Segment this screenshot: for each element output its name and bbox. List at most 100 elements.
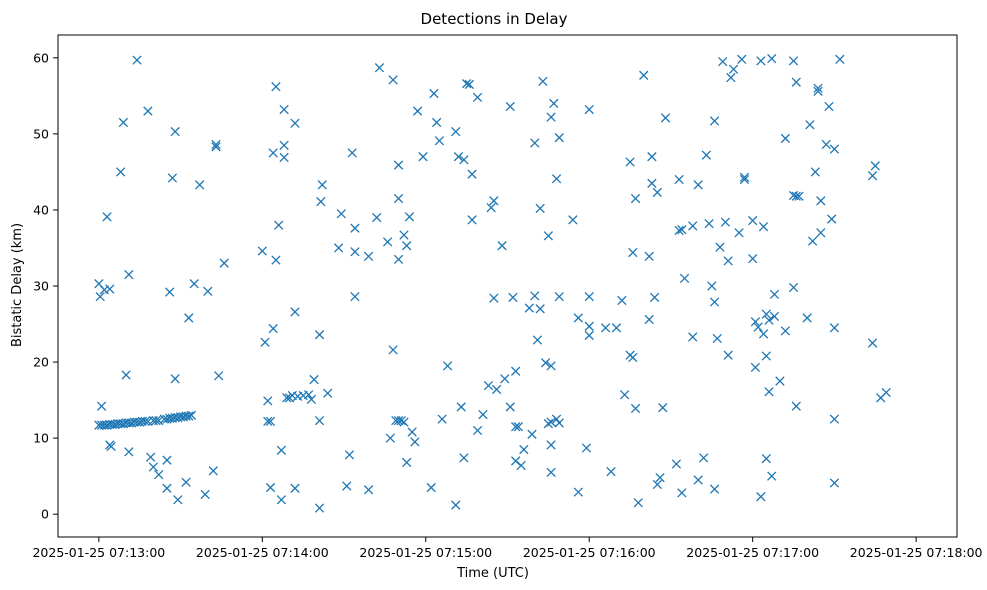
data-point-stroke xyxy=(554,291,564,302)
data-point xyxy=(181,477,191,487)
data-point-stroke xyxy=(707,281,717,291)
data-point xyxy=(336,209,346,219)
data-point-stroke xyxy=(748,253,758,264)
data-point xyxy=(693,180,703,190)
data-point xyxy=(268,148,278,158)
data-point xyxy=(756,56,766,66)
data-point xyxy=(173,495,183,505)
data-point-stroke xyxy=(265,416,276,427)
data-point xyxy=(546,361,556,371)
data-point xyxy=(162,483,172,493)
data-point xyxy=(274,220,284,230)
data-point-stroke xyxy=(263,416,273,427)
data-point xyxy=(709,297,720,307)
data-point-stroke xyxy=(95,291,105,302)
data-point xyxy=(674,225,684,236)
data-point-stroke xyxy=(671,459,682,469)
data-point-stroke xyxy=(527,429,537,439)
data-point-stroke xyxy=(393,254,404,265)
data-point xyxy=(794,191,804,201)
data-point-stroke xyxy=(505,402,515,412)
data-point xyxy=(813,83,823,93)
data-point-stroke xyxy=(769,289,780,300)
data-point-stroke xyxy=(274,220,284,230)
data-point xyxy=(829,414,840,424)
data-point-stroke xyxy=(372,212,382,223)
data-point xyxy=(761,453,771,464)
data-point xyxy=(282,393,292,403)
data-point-stroke xyxy=(513,422,524,432)
y-tick-label: 30 xyxy=(33,279,49,294)
data-point-stroke xyxy=(173,495,183,505)
data-point-stroke xyxy=(154,415,164,426)
data-point-stroke xyxy=(827,214,837,224)
data-point-stroke xyxy=(769,311,780,322)
data-point-stroke xyxy=(118,117,129,128)
data-point xyxy=(95,291,105,302)
data-point-stroke xyxy=(775,376,785,386)
data-point xyxy=(382,237,393,247)
data-point-stroke xyxy=(184,411,194,421)
data-point xyxy=(472,92,483,103)
data-point-stroke xyxy=(554,418,564,428)
data-point-stroke xyxy=(347,148,357,158)
data-point-stroke xyxy=(584,321,594,331)
data-point xyxy=(750,362,761,373)
data-point-stroke xyxy=(805,120,815,130)
data-point xyxy=(189,279,199,289)
data-point-stroke xyxy=(791,191,801,201)
data-point xyxy=(701,150,712,160)
data-point xyxy=(551,414,562,424)
data-point-stroke xyxy=(486,202,496,213)
data-point-stroke xyxy=(788,56,799,66)
data-point xyxy=(429,88,439,99)
data-point xyxy=(761,309,771,319)
data-point-stroke xyxy=(350,291,360,302)
data-point xyxy=(617,295,627,306)
data-point-stroke xyxy=(404,212,415,222)
data-point xyxy=(426,482,436,493)
data-point-stroke xyxy=(674,174,684,185)
data-point-stroke xyxy=(350,223,360,233)
data-point xyxy=(870,161,880,171)
data-point-stroke xyxy=(606,466,616,477)
data-point xyxy=(546,440,556,450)
data-point-stroke xyxy=(543,419,554,429)
data-point xyxy=(344,450,355,460)
data-point-stroke xyxy=(467,215,477,225)
data-point xyxy=(649,292,660,303)
data-point xyxy=(154,415,164,426)
data-point-stroke xyxy=(573,313,583,323)
data-point xyxy=(96,401,107,411)
data-point xyxy=(679,273,690,284)
data-point-stroke xyxy=(453,152,464,162)
data-point-stroke xyxy=(734,228,744,238)
data-point xyxy=(363,485,374,495)
data-point-stroke xyxy=(835,54,845,64)
data-point-stroke xyxy=(619,390,630,400)
data-point xyxy=(816,196,826,206)
data-point-stroke xyxy=(184,313,194,323)
data-point-stroke xyxy=(758,329,769,339)
data-point-stroke xyxy=(652,187,662,198)
data-point-stroke xyxy=(508,292,518,303)
data-point xyxy=(363,251,374,261)
data-point-stroke xyxy=(154,469,164,480)
data-point xyxy=(671,459,682,469)
data-point xyxy=(170,126,180,137)
data-point-stroke xyxy=(162,455,172,465)
data-point xyxy=(388,75,398,85)
data-point-stroke xyxy=(271,82,281,92)
data-point xyxy=(106,441,116,452)
data-point xyxy=(489,293,499,303)
data-point-stroke xyxy=(867,171,878,181)
data-point xyxy=(461,79,472,89)
data-point xyxy=(688,221,698,231)
data-point xyxy=(350,291,360,302)
data-point xyxy=(451,500,461,510)
data-point xyxy=(647,178,657,188)
data-point xyxy=(184,313,194,323)
data-point xyxy=(761,351,771,361)
data-point xyxy=(489,196,499,206)
plot-background xyxy=(58,35,957,537)
